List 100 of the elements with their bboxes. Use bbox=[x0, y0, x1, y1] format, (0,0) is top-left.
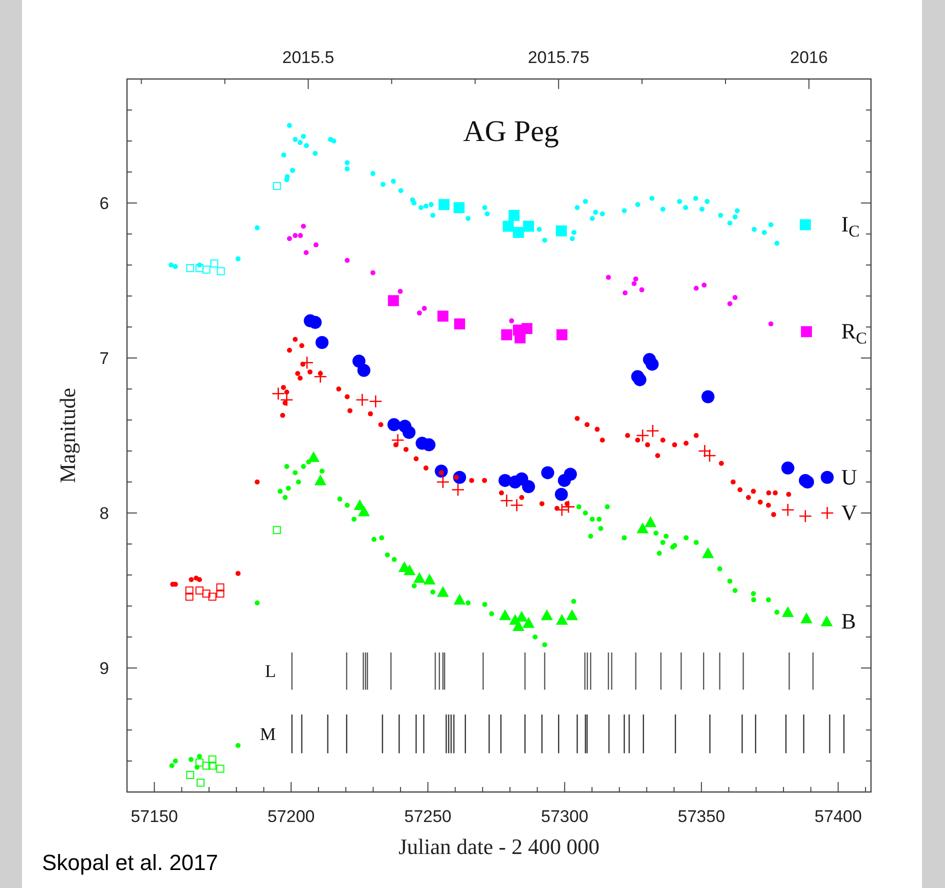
point bbox=[286, 348, 292, 353]
point bbox=[196, 577, 202, 582]
point bbox=[590, 216, 595, 221]
point bbox=[512, 620, 524, 631]
series-label: I$_{C}$ bbox=[841, 212, 860, 241]
point bbox=[699, 206, 704, 212]
point bbox=[800, 612, 812, 624]
point bbox=[418, 205, 424, 210]
point bbox=[633, 373, 646, 386]
point bbox=[388, 295, 399, 306]
point bbox=[356, 393, 369, 406]
point bbox=[298, 140, 303, 146]
point bbox=[500, 494, 514, 508]
point bbox=[304, 250, 309, 256]
point bbox=[801, 476, 814, 488]
point bbox=[210, 259, 218, 268]
point bbox=[693, 196, 698, 201]
point bbox=[454, 318, 466, 330]
point bbox=[216, 590, 224, 598]
point bbox=[625, 433, 630, 438]
point bbox=[718, 460, 724, 466]
point bbox=[392, 557, 397, 562]
point bbox=[398, 188, 404, 194]
point bbox=[566, 609, 578, 620]
point bbox=[344, 166, 350, 172]
point bbox=[654, 530, 659, 536]
point bbox=[539, 501, 544, 506]
point bbox=[606, 274, 611, 280]
point bbox=[168, 262, 174, 268]
point bbox=[635, 202, 640, 208]
point bbox=[683, 205, 688, 210]
point bbox=[412, 583, 417, 588]
point bbox=[684, 440, 689, 446]
x-axis-title: Julian date - 2 400 000 bbox=[398, 834, 600, 859]
point bbox=[519, 495, 524, 500]
point bbox=[299, 343, 304, 348]
point bbox=[730, 480, 736, 484]
point bbox=[352, 516, 357, 522]
point bbox=[368, 394, 382, 408]
point bbox=[208, 755, 216, 764]
point bbox=[312, 150, 318, 156]
series-label: V bbox=[841, 500, 858, 525]
point bbox=[316, 336, 329, 349]
point bbox=[438, 199, 450, 210]
point bbox=[649, 196, 654, 201]
point bbox=[404, 446, 408, 452]
point bbox=[254, 600, 260, 606]
point bbox=[512, 226, 524, 238]
point bbox=[281, 152, 286, 158]
text: AG Peg bbox=[463, 115, 559, 148]
point bbox=[469, 478, 474, 483]
point bbox=[482, 205, 488, 210]
point bbox=[331, 138, 336, 144]
point bbox=[280, 384, 286, 390]
point bbox=[314, 370, 328, 384]
point bbox=[766, 490, 772, 496]
point bbox=[411, 200, 416, 206]
point bbox=[358, 505, 370, 516]
series-label: M bbox=[260, 724, 276, 744]
point bbox=[185, 592, 194, 601]
point bbox=[701, 390, 714, 404]
point bbox=[820, 616, 833, 626]
point bbox=[391, 434, 404, 447]
point bbox=[732, 295, 738, 300]
point bbox=[556, 225, 567, 236]
point bbox=[774, 240, 780, 246]
point bbox=[368, 411, 373, 416]
point bbox=[768, 222, 774, 228]
point bbox=[423, 466, 428, 471]
point bbox=[314, 474, 326, 486]
point bbox=[337, 496, 342, 502]
point bbox=[284, 390, 290, 395]
point bbox=[632, 281, 637, 286]
point bbox=[734, 208, 740, 214]
point bbox=[646, 424, 660, 438]
point bbox=[454, 202, 465, 214]
point bbox=[451, 483, 465, 496]
point bbox=[574, 416, 580, 421]
point bbox=[571, 230, 576, 235]
point bbox=[633, 276, 638, 282]
series-label: R$_{C}$ bbox=[841, 318, 867, 348]
point bbox=[570, 236, 575, 242]
point bbox=[300, 464, 306, 469]
point bbox=[344, 160, 350, 166]
point bbox=[482, 478, 488, 483]
point bbox=[510, 498, 524, 512]
point bbox=[371, 536, 376, 542]
point bbox=[604, 504, 610, 510]
text: Skopal et al. 2017 bbox=[42, 850, 218, 875]
point bbox=[750, 591, 756, 596]
point bbox=[820, 506, 834, 520]
point bbox=[622, 535, 627, 540]
point bbox=[344, 502, 350, 508]
point bbox=[584, 422, 590, 428]
point bbox=[746, 495, 751, 500]
point bbox=[509, 318, 514, 324]
point bbox=[307, 369, 312, 374]
point bbox=[292, 136, 298, 142]
point bbox=[820, 470, 834, 484]
x-tick-label: 57300 bbox=[541, 807, 588, 826]
